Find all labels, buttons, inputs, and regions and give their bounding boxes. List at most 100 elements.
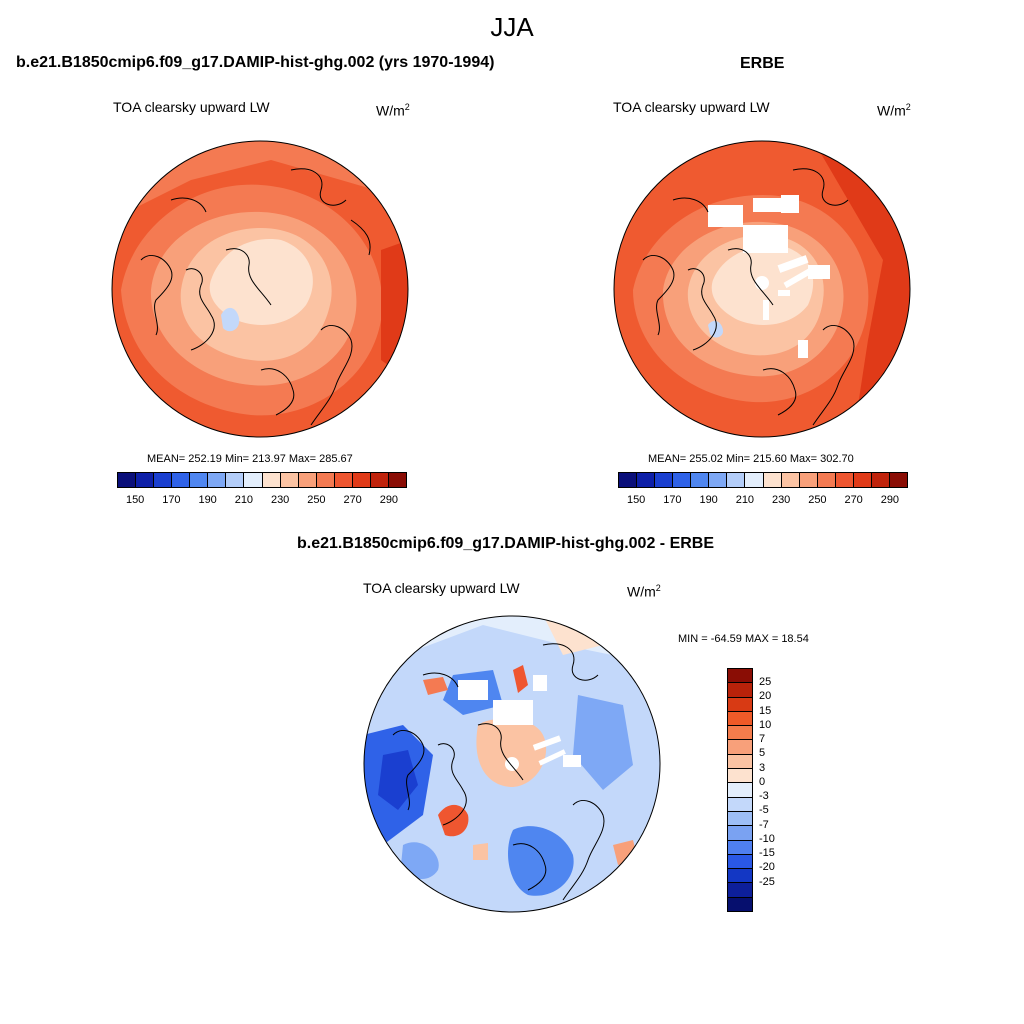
colorbar-swatch bbox=[655, 473, 674, 487]
colorbar-swatch bbox=[728, 754, 752, 770]
colorbar-swatch bbox=[190, 473, 209, 487]
panel-1-polar-map bbox=[111, 140, 409, 438]
colorbar-tick-label: 150 bbox=[626, 494, 646, 506]
colorbar-swatch bbox=[728, 883, 752, 898]
colorbar-swatch bbox=[208, 473, 227, 487]
colorbar-tick-label: 250 bbox=[307, 494, 326, 506]
panel-3-colorbar-ticks: 25 20 15 10 7 5 3 0 -3 -5 -7 -10 -15 -20 -25 bbox=[759, 668, 799, 910]
colorbar-tick-label: 270 bbox=[844, 494, 863, 506]
colorbar-tick-label: -10 bbox=[759, 832, 775, 845]
colorbar-swatch bbox=[853, 473, 872, 487]
colorbar-swatch bbox=[154, 473, 173, 487]
colorbar-swatch bbox=[889, 473, 907, 487]
colorbar-tick-label: 290 bbox=[379, 494, 399, 506]
panel-2-colorbar bbox=[618, 472, 908, 488]
colorbar-swatch bbox=[728, 697, 752, 712]
colorbar-swatch bbox=[244, 473, 263, 487]
colorbar-swatch bbox=[817, 473, 836, 487]
colorbar-swatch bbox=[728, 726, 752, 741]
panel-2-units: W/m2 bbox=[877, 102, 911, 119]
colorbar-swatch bbox=[728, 811, 752, 827]
colorbar-tick-label: 3 bbox=[759, 761, 766, 774]
colorbar-swatch bbox=[637, 473, 656, 487]
colorbar-swatch bbox=[728, 783, 752, 798]
panel-2-stats: MEAN= 255.02 Min= 215.60 Max= 302.70 bbox=[648, 453, 854, 465]
panel-1-colorbar-ticks: 150 170 190 210 230 250 270 290 bbox=[117, 494, 407, 508]
colorbar-swatch bbox=[728, 826, 752, 841]
colorbar-tick-label: 10 bbox=[759, 718, 772, 731]
panel-1-colorbar bbox=[117, 472, 407, 488]
panel-1-variable-label: TOA clearsky upward LW bbox=[113, 99, 270, 115]
panel-3-title: b.e21.B1850cmip6.f09_g17.DAMIP-hist-ghg.… bbox=[297, 535, 715, 552]
colorbar-swatch bbox=[728, 683, 752, 698]
colorbar-swatch bbox=[728, 711, 752, 727]
colorbar-swatch bbox=[334, 473, 353, 487]
panel-2-title: ERBE bbox=[740, 55, 785, 72]
colorbar-swatch bbox=[763, 473, 782, 487]
panel-3-units: W/m2 bbox=[627, 583, 661, 600]
panel-3-colorbar bbox=[727, 668, 753, 912]
colorbar-swatch bbox=[728, 854, 752, 870]
colorbar-tick-label: 190 bbox=[699, 494, 718, 506]
colorbar-tick-label: -15 bbox=[759, 847, 775, 860]
colorbar-tick-label: -7 bbox=[759, 818, 769, 831]
panel-3-variable-label: TOA clearsky upward LW bbox=[363, 580, 520, 596]
panel-2-variable-label: TOA clearsky upward LW bbox=[613, 99, 770, 115]
colorbar-tick-label: 210 bbox=[735, 494, 755, 506]
colorbar-swatch bbox=[727, 473, 746, 487]
colorbar-tick-label: 230 bbox=[270, 494, 290, 506]
colorbar-tick-label: -20 bbox=[759, 861, 775, 874]
colorbar-swatch bbox=[118, 473, 137, 487]
panel-2-colorbar-ticks: 150 170 190 210 230 250 270 290 bbox=[618, 494, 908, 508]
colorbar-swatch bbox=[691, 473, 710, 487]
colorbar-tick-label: 170 bbox=[663, 494, 682, 506]
colorbar-swatch bbox=[728, 769, 752, 784]
colorbar-tick-label: 15 bbox=[759, 704, 772, 717]
panel-2-polar-map bbox=[613, 140, 911, 438]
colorbar-tick-label: 150 bbox=[125, 494, 145, 506]
panel-1-stats: MEAN= 252.19 Min= 213.97 Max= 285.67 bbox=[147, 453, 353, 465]
colorbar-tick-label: 5 bbox=[759, 747, 766, 760]
colorbar-swatch bbox=[226, 473, 245, 487]
colorbar-tick-label: -25 bbox=[759, 875, 775, 888]
colorbar-swatch bbox=[619, 473, 638, 487]
panel-3-polar-map bbox=[363, 615, 661, 913]
colorbar-swatch bbox=[388, 473, 406, 487]
colorbar-swatch bbox=[709, 473, 728, 487]
colorbar-tick-label: 270 bbox=[343, 494, 362, 506]
colorbar-swatch bbox=[262, 473, 281, 487]
colorbar-tick-label: 290 bbox=[880, 494, 900, 506]
colorbar-swatch bbox=[728, 897, 752, 912]
colorbar-tick-label: 20 bbox=[759, 690, 772, 703]
colorbar-swatch bbox=[728, 869, 752, 884]
colorbar-tick-label: 170 bbox=[162, 494, 181, 506]
colorbar-tick-label: -5 bbox=[759, 804, 769, 817]
colorbar-tick-label: 7 bbox=[759, 733, 766, 746]
panel-1-units: W/m2 bbox=[376, 102, 410, 119]
colorbar-swatch bbox=[172, 473, 191, 487]
panel-1-title: b.e21.B1850cmip6.f09_g17.DAMIP-hist-ghg.… bbox=[16, 54, 495, 71]
colorbar-swatch bbox=[728, 840, 752, 855]
colorbar-swatch bbox=[728, 797, 752, 812]
colorbar-tick-label: 190 bbox=[198, 494, 217, 506]
colorbar-swatch bbox=[745, 473, 764, 487]
colorbar-swatch bbox=[673, 473, 692, 487]
colorbar-swatch bbox=[728, 740, 752, 755]
colorbar-swatch bbox=[280, 473, 299, 487]
colorbar-tick-label: -3 bbox=[759, 790, 769, 803]
colorbar-swatch bbox=[316, 473, 335, 487]
colorbar-swatch bbox=[370, 473, 389, 487]
colorbar-swatch bbox=[835, 473, 854, 487]
colorbar-swatch bbox=[352, 473, 371, 487]
colorbar-tick-label: 25 bbox=[759, 676, 772, 689]
panel-3-stats: MIN = -64.59 MAX = 18.54 bbox=[678, 633, 809, 645]
colorbar-tick-label: 230 bbox=[771, 494, 791, 506]
colorbar-tick-label: 0 bbox=[759, 775, 766, 788]
colorbar-swatch bbox=[871, 473, 890, 487]
colorbar-swatch bbox=[799, 473, 818, 487]
colorbar-swatch bbox=[136, 473, 155, 487]
colorbar-tick-label: 250 bbox=[808, 494, 827, 506]
colorbar-tick-label: 210 bbox=[234, 494, 254, 506]
main-title: JJA bbox=[490, 12, 534, 42]
colorbar-swatch bbox=[728, 669, 752, 684]
